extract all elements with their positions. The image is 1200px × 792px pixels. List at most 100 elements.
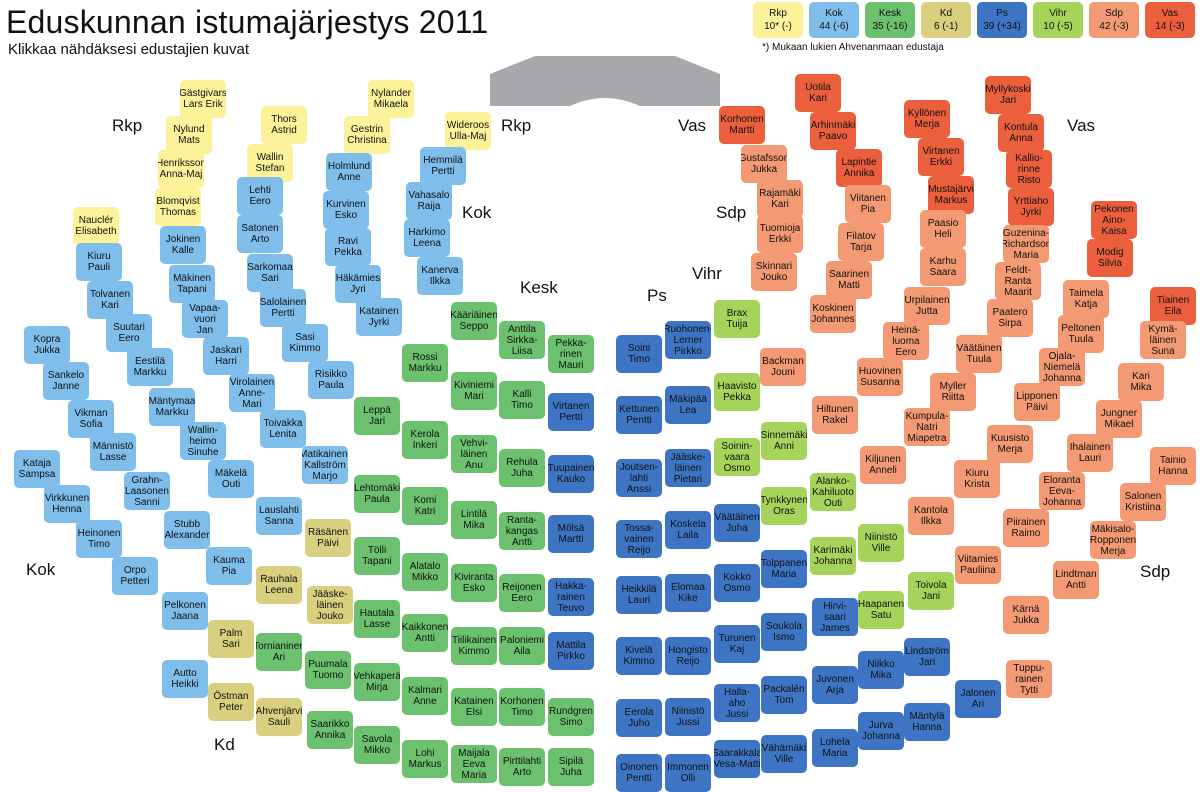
seat-kok[interactable]: Risikko Paula <box>308 361 354 399</box>
seat-ps[interactable]: Mattila Pirkko <box>548 632 594 670</box>
seat-kesk[interactable]: Reijonen Eero <box>499 574 545 612</box>
seat-ps[interactable]: Niinistö Jussi <box>665 698 711 736</box>
seat-sdp[interactable]: Hiltunen Rakel <box>812 396 858 434</box>
seat-vas[interactable]: Yrttiaho Jyrki <box>1008 188 1054 226</box>
seat-sdp[interactable]: Taimela Katja <box>1063 280 1109 318</box>
seat-ps[interactable]: Jalonen Ari <box>955 680 1001 718</box>
seat-vas[interactable]: Pekonen Aino- Kaisa <box>1091 201 1137 239</box>
seat-kesk[interactable]: Rundgren Simo <box>548 698 594 736</box>
seat-kesk[interactable]: Paloniemi Aila <box>499 627 545 665</box>
seat-vihr[interactable]: Karimäki Johanna <box>810 537 856 575</box>
seat-kesk[interactable]: Kaikkonen Antti <box>402 614 448 652</box>
seat-kesk[interactable]: Lehtomäki Paula <box>354 475 400 513</box>
seat-kok[interactable]: Tolvanen Kari <box>87 281 133 319</box>
seat-kesk[interactable]: Tölli Tapani <box>354 537 400 575</box>
seat-sdp[interactable]: Karhu Saara <box>920 248 966 286</box>
seat-kesk[interactable]: Leppä Jari <box>354 397 400 435</box>
seat-ps[interactable]: Mäntylä Hanna <box>904 703 950 741</box>
seat-kok[interactable]: Sasi Kimmo <box>282 324 328 362</box>
seat-vihr[interactable]: Tynkkynen Oras <box>761 487 807 525</box>
seat-kok[interactable]: Sankelo Janne <box>43 362 89 400</box>
seat-kok[interactable]: Jokinen Kalle <box>160 226 206 264</box>
seat-sdp[interactable]: Lindtman Antti <box>1053 561 1099 599</box>
seat-kok[interactable]: Autto Heikki <box>162 660 208 698</box>
seat-sdp[interactable]: Backman Jouni <box>760 348 806 386</box>
seat-kd[interactable]: Räsänen Päivi <box>305 519 351 557</box>
seat-rkp[interactable]: Thors Astrid <box>261 106 307 144</box>
seat-sdp[interactable]: Urpilainen Jutta <box>904 287 950 325</box>
seat-kok[interactable]: Häkämies Jyri <box>335 265 381 303</box>
seat-ps[interactable]: Halla- aho Jussi <box>714 684 760 722</box>
seat-kok[interactable]: Kiuru Pauli <box>76 243 122 281</box>
seat-kesk[interactable]: Hautala Lasse <box>354 600 400 638</box>
seat-kesk[interactable]: Lohi Markus <box>402 740 448 778</box>
seat-kok[interactable]: Matikainen- Kallström Marjo <box>302 446 348 484</box>
seat-sdp[interactable]: Rajamäki Kari <box>757 180 803 218</box>
seat-kok[interactable]: Grahn- Laasonen Sanni <box>124 472 170 510</box>
seat-sdp[interactable]: Koskinen Johannes <box>810 295 856 333</box>
seat-ps[interactable]: Hongisto Reijo <box>665 637 711 675</box>
seat-rkp[interactable]: Nylander Mikaela <box>368 80 414 118</box>
seat-vas[interactable]: Lapintie Annika <box>836 149 882 187</box>
seat-vas[interactable]: Myllykoski Jari <box>985 76 1031 114</box>
seat-sdp[interactable]: Kiuru Krista <box>954 460 1000 498</box>
seat-ps[interactable]: Koskela Laila <box>665 511 711 549</box>
seat-sdp[interactable]: Heinä- luoma Eero <box>883 322 929 360</box>
seat-sdp[interactable]: Salonen Kristiina <box>1120 483 1166 521</box>
seat-kok[interactable]: Suutari Eero <box>106 314 152 352</box>
seat-kok[interactable]: Pelkonen Jaana <box>162 592 208 630</box>
seat-ps[interactable]: Mäkipää Lea <box>665 386 711 424</box>
seat-kesk[interactable]: Rehula Juha <box>499 449 545 487</box>
seat-sdp[interactable]: Kiljunen Anneli <box>860 446 906 484</box>
seat-vas[interactable]: Kallio- rinne Risto <box>1006 150 1052 188</box>
seat-sdp[interactable]: Huovinen Susanna <box>857 358 903 396</box>
seat-ps[interactable]: Kivelä Kimmo <box>616 637 662 675</box>
seat-kok[interactable]: Stubb Alexander <box>164 511 210 549</box>
seat-kok[interactable]: Eestilä Markku <box>127 348 173 386</box>
seat-kok[interactable]: Kataja Sampsa <box>14 450 60 488</box>
seat-sdp[interactable]: Viitanen Pia <box>845 185 891 223</box>
seat-kesk[interactable]: Savola Mikko <box>354 726 400 764</box>
seat-kd[interactable]: Jääske- läinen Jouko <box>307 586 353 624</box>
seat-ps[interactable]: Oinonen Pentti <box>616 754 662 792</box>
seat-rkp[interactable]: Nylund Mats <box>166 116 212 154</box>
seat-kesk[interactable]: Kiviniemi Mari <box>451 372 497 410</box>
seat-kesk[interactable]: Korhonen Timo <box>499 688 545 726</box>
seat-kok[interactable]: Mäntymaa Markku <box>149 388 195 426</box>
seat-ps[interactable]: Niikko Mika <box>858 651 904 689</box>
seat-ps[interactable]: Heikkilä Lauri <box>616 576 662 614</box>
seat-ps[interactable]: Lohela Maria <box>812 729 858 767</box>
seat-kok[interactable]: Mäkinen Tapani <box>169 265 215 303</box>
seat-kok[interactable]: Satonen Arto <box>237 215 283 253</box>
seat-ps[interactable]: Lindström Jari <box>904 638 950 676</box>
seat-vihr[interactable]: Haapanen Satu <box>858 591 904 629</box>
seat-ps[interactable]: Virtanen Pertti <box>548 393 594 431</box>
seat-kok[interactable]: Kanerva Ilkka <box>417 257 463 295</box>
seat-vas[interactable]: Korhonen Martti <box>719 106 765 144</box>
seat-kesk[interactable]: Tornianinen Ari <box>256 633 302 671</box>
seat-ps[interactable]: Jääske- läinen Pietari <box>665 449 711 487</box>
seat-ps[interactable]: Kokko Osmo <box>714 564 760 602</box>
seat-kok[interactable]: Harkimo Leena <box>404 219 450 257</box>
seat-ps[interactable]: Saarakkala Vesa-Matti <box>714 740 760 778</box>
seat-kok[interactable]: Virolainen Anne-Mari <box>229 374 275 412</box>
seat-sdp[interactable]: Guzenina- Richardson Maria <box>1003 225 1049 263</box>
seat-kesk[interactable]: Komi Katri <box>402 487 448 525</box>
seat-kok[interactable]: Lauslahti Sanna <box>256 497 302 535</box>
seat-sdp[interactable]: Saarinen Matti <box>826 261 872 299</box>
seat-vihr[interactable]: Toivola Jani <box>908 572 954 610</box>
seat-ps[interactable]: Mölsä Martti <box>548 515 594 553</box>
seat-kesk[interactable]: Alatalo Mikko <box>402 553 448 591</box>
seat-ps[interactable]: Packalén Tom <box>761 676 807 714</box>
seat-kok[interactable]: Ravi Pekka <box>325 228 371 266</box>
seat-ps[interactable]: Joutsen- lahti Anssi <box>616 459 662 497</box>
seat-vihr[interactable]: Sinnemäki Anni <box>761 422 807 460</box>
seat-kesk[interactable]: Pirttilahti Arto <box>499 748 545 786</box>
seat-kesk[interactable]: Kalmari Anne <box>402 677 448 715</box>
seat-ps[interactable]: Väätäinen Juha <box>714 504 760 542</box>
seat-kesk[interactable]: Vehkaperä Mirja <box>354 663 400 701</box>
seat-sdp[interactable]: Filatov Tarja <box>838 223 884 261</box>
seat-kok[interactable]: Toivakka Lenita <box>260 410 306 448</box>
seat-vihr[interactable]: Haavisto Pekka <box>714 373 760 411</box>
seat-vas[interactable]: Arhinmäki Paavo <box>810 112 856 150</box>
